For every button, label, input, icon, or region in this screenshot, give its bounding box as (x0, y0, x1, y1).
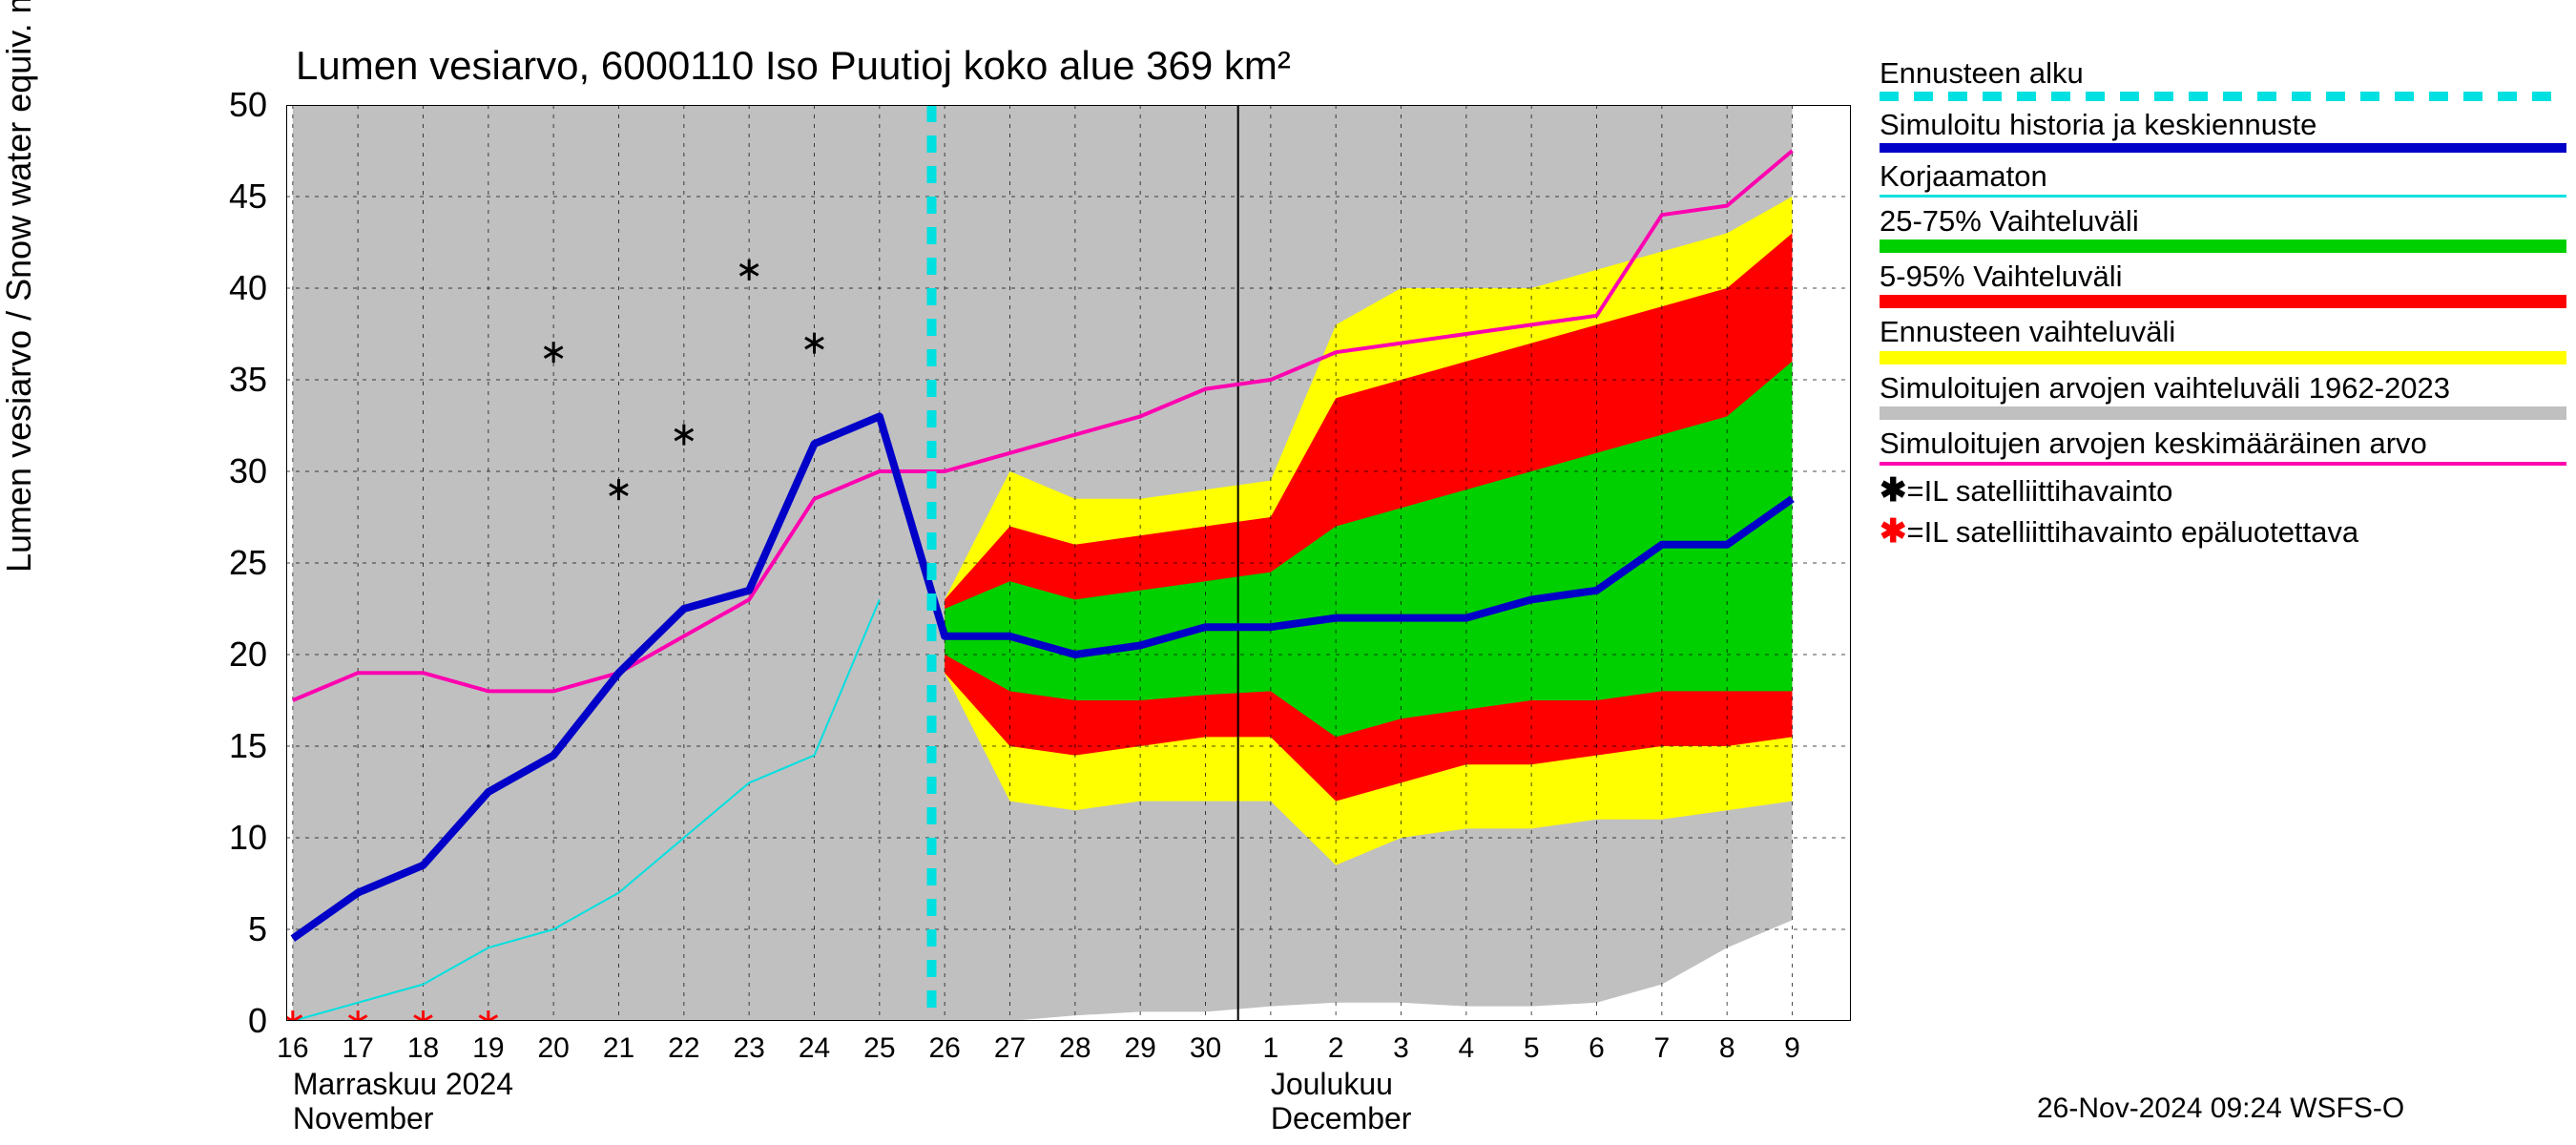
legend-swatch (1880, 195, 2566, 198)
x-tick-label: 8 (1719, 1032, 1735, 1065)
legend-item: 5-95% Vaihteluväli (1880, 260, 2566, 308)
y-tick-label: 20 (191, 635, 267, 675)
y-tick-label: 50 (191, 85, 267, 125)
legend-label-text: 5-95% Vaihteluväli (1880, 260, 2566, 293)
chart-container: Lumen vesiarvo / Snow water equiv. mm Lu… (0, 0, 2576, 1145)
y-tick-label: 15 (191, 726, 267, 766)
legend-label-text: Korjaamaton (1880, 160, 2566, 193)
x-tick-label: 1 (1262, 1032, 1278, 1065)
y-tick-label: 45 (191, 177, 267, 217)
legend-label-text: Simuloitujen arvojen keskimääräinen arvo (1880, 427, 2566, 460)
timestamp: 26-Nov-2024 09:24 WSFS-O (2037, 1093, 2404, 1125)
y-tick-label: 40 (191, 268, 267, 308)
legend-item: 25-75% Vaihteluväli (1880, 205, 2566, 253)
month-label-fi: Marraskuu 2024 (293, 1067, 513, 1102)
x-tick-label: 26 (928, 1032, 960, 1065)
legend-label-text: =IL satelliittihavainto epäluotettava (1907, 515, 2359, 549)
y-tick-label: 5 (191, 909, 267, 949)
x-tick-label: 5 (1524, 1032, 1540, 1065)
month-label-fi: Joulukuu (1271, 1067, 1393, 1102)
y-axis-label: Lumen vesiarvo / Snow water equiv. mm (0, 0, 39, 572)
x-tick-label: 25 (863, 1032, 895, 1065)
legend: Ennusteen alku Simuloitu historia ja kesk… (1880, 57, 2566, 556)
legend-swatch (1880, 92, 2566, 101)
legend-label-text: Simuloitu historia ja keskiennuste (1880, 109, 2566, 141)
legend-swatch (1880, 143, 2566, 153)
x-tick-label: 4 (1458, 1032, 1474, 1065)
x-tick-label: 29 (1124, 1032, 1155, 1065)
x-tick-label: 3 (1393, 1032, 1409, 1065)
legend-label-text: Ennusteen alku (1880, 57, 2566, 90)
x-tick-label: 21 (603, 1032, 634, 1065)
legend-label-text: =IL satelliittihavainto (1907, 474, 2173, 508)
plot-area (286, 105, 1851, 1021)
x-tick-label: 24 (799, 1032, 830, 1065)
legend-item: Ennusteen alku (1880, 57, 2566, 101)
y-tick-label: 35 (191, 360, 267, 400)
x-tick-label: 17 (342, 1032, 373, 1065)
x-tick-label: 6 (1589, 1032, 1605, 1065)
legend-item: Ennusteen vaihteluväli (1880, 316, 2566, 364)
y-tick-label: 10 (191, 818, 267, 858)
legend-item: Simuloitujen arvojen keskimääräinen arvo (1880, 427, 2566, 466)
x-tick-label: 9 (1784, 1032, 1800, 1065)
x-tick-label: 19 (472, 1032, 504, 1065)
legend-label-text: Ennusteen vaihteluväli (1880, 316, 2566, 348)
legend-item: Korjaamaton (1880, 160, 2566, 198)
legend-swatch (1880, 351, 2566, 364)
legend-label-text: Simuloitujen arvojen vaihteluväli 1962-2… (1880, 372, 2566, 405)
month-label-en: December (1271, 1101, 1412, 1136)
x-tick-label: 20 (537, 1032, 569, 1065)
chart-title: Lumen vesiarvo, 6000110 Iso Puutioj koko… (296, 43, 1291, 89)
x-tick-label: 22 (668, 1032, 699, 1065)
legend-item: ✱=IL satelliittihavainto (1880, 473, 2566, 509)
x-tick-label: 2 (1328, 1032, 1344, 1065)
y-tick-label: 30 (191, 451, 267, 491)
legend-label-text: 25-75% Vaihteluväli (1880, 205, 2566, 238)
legend-item: Simuloitu historia ja keskiennuste (1880, 109, 2566, 153)
legend-marker-icon: ✱ (1880, 472, 1907, 509)
legend-swatch (1880, 406, 2566, 420)
legend-swatch (1880, 295, 2566, 308)
legend-swatch (1880, 239, 2566, 253)
legend-item: ✱=IL satelliittihavainto epäluotettava (1880, 514, 2566, 550)
x-tick-label: 30 (1190, 1032, 1221, 1065)
x-tick-label: 16 (277, 1032, 308, 1065)
legend-marker-icon: ✱ (1880, 513, 1907, 550)
legend-item: Simuloitujen arvojen vaihteluväli 1962-2… (1880, 372, 2566, 420)
x-tick-label: 27 (994, 1032, 1026, 1065)
x-tick-label: 23 (733, 1032, 764, 1065)
month-label-en: November (293, 1101, 434, 1136)
x-tick-label: 28 (1059, 1032, 1091, 1065)
legend-swatch (1880, 462, 2566, 466)
x-tick-label: 7 (1653, 1032, 1670, 1065)
y-tick-label: 0 (191, 1001, 267, 1041)
y-tick-label: 25 (191, 543, 267, 583)
x-tick-label: 18 (407, 1032, 439, 1065)
